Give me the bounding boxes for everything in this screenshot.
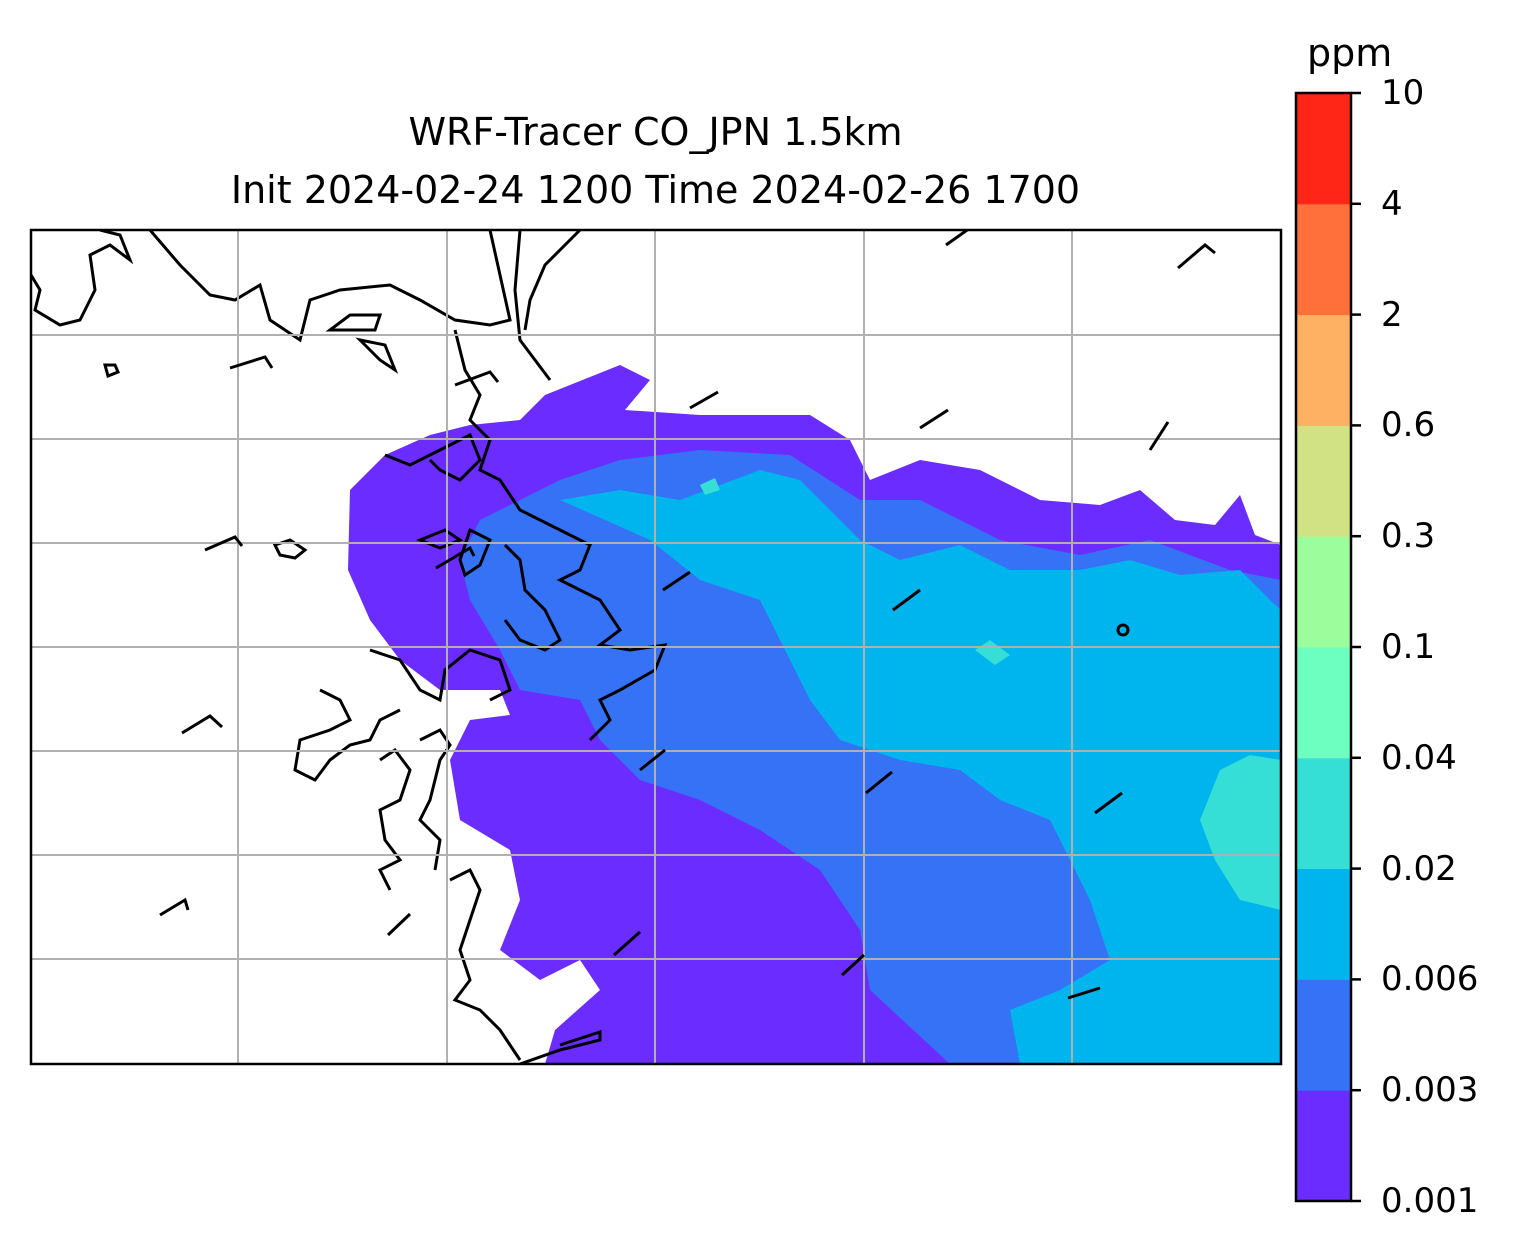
colorbar-tick-label: 0.04	[1381, 737, 1457, 778]
colorbar-band	[1296, 93, 1351, 205]
colorbar-band	[1296, 1090, 1351, 1202]
colorbar-band	[1296, 647, 1351, 759]
colorbar-tick-label: 0.02	[1381, 848, 1457, 889]
colorbar-unit-label: ppm	[1307, 31, 1393, 75]
coastline-group	[31, 230, 1130, 1064]
colorbar-tick-label: 0.3	[1381, 516, 1436, 557]
wind-barbs	[159, 230, 1216, 1000]
colorbar-tick-label: 0.003	[1381, 1070, 1479, 1111]
band-0-02	[1200, 755, 1281, 910]
colorbar-tick-label: 0.1	[1381, 627, 1436, 667]
colorbar-band	[1296, 203, 1351, 316]
colorbar-tick-label: 0.001	[1381, 1181, 1479, 1221]
colorbar-band	[1296, 979, 1351, 1091]
colorbar-tick-label: 10	[1381, 73, 1425, 113]
colorbar-band	[1296, 314, 1351, 426]
map-frame	[29, 228, 1283, 1066]
colorbar-band	[1296, 757, 1351, 870]
band-0-006	[560, 470, 1281, 1064]
chart-title-line-1: WRF-Tracer CO_JPN 1.5km	[408, 110, 903, 154]
colorbar-tick-label: 0.6	[1381, 405, 1436, 446]
colorbar-band	[1296, 536, 1351, 648]
colorbar-tick-label: 2	[1381, 294, 1403, 335]
band-0-02c	[700, 478, 720, 495]
colorbar-band	[1296, 425, 1351, 537]
colorbar-tick-label: 4	[1381, 183, 1403, 224]
colorbar-band	[1296, 868, 1351, 980]
colorbar-tick-label: 0.006	[1381, 959, 1479, 1000]
chart-title-line-2: Init 2024-02-24 1200 Time 2024-02-26 170…	[230, 168, 1081, 212]
